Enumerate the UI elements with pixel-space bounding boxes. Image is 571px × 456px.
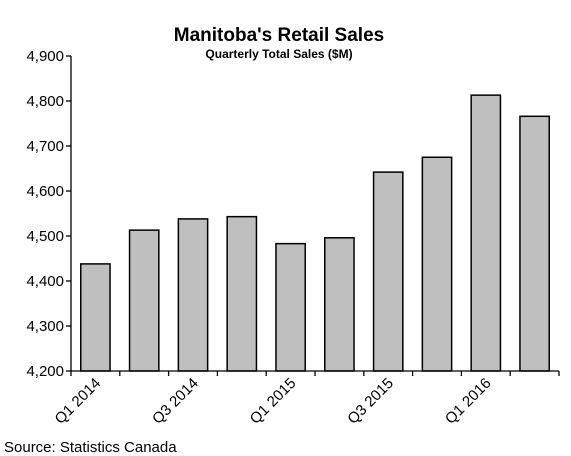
bar-q2-2016	[519, 115, 550, 372]
bar-q3-2015	[372, 171, 404, 372]
bar-q2-2015	[324, 237, 355, 372]
bar-q1-2014	[80, 263, 111, 372]
y-tick-label: 4,600	[26, 183, 64, 200]
y-axis: 4,200 4,300 4,400 4,500 4,600 4,700 4,800 4,900	[26, 48, 72, 380]
chart-title: Manitoba's Retail Sales	[174, 25, 384, 46]
x-axis: Q1 2014 Q3 2014 Q1 2015 Q3 2015 Q1 2016	[52, 370, 560, 428]
bar-q1-2016	[470, 94, 502, 372]
y-tick-label: 4,800	[26, 93, 64, 110]
y-tick-label: 4,300	[26, 318, 64, 335]
source-note: Source: Statistics Canada	[4, 439, 177, 456]
bar-q4-2014	[226, 215, 258, 372]
y-tick-label: 4,400	[26, 273, 64, 290]
chart-subtitle: Quarterly Total Sales ($M)	[205, 47, 352, 61]
bar-q4-2015	[421, 156, 453, 372]
bar-q3-2014	[177, 218, 209, 372]
x-tick-label: Q1 2015	[247, 375, 300, 428]
y-tick-label: 4,200	[26, 363, 64, 380]
bars-group	[80, 94, 550, 372]
y-tick-label: 4,500	[26, 228, 64, 245]
x-tick-label: Q3 2015	[344, 375, 397, 428]
bar-q1-2015	[275, 242, 306, 372]
y-tick-label: 4,900	[26, 48, 64, 65]
x-tick-label: Q1 2014	[52, 375, 105, 428]
x-tick-label: Q3 2014	[149, 375, 202, 428]
x-tick-label: Q1 2016	[442, 375, 495, 428]
bar-q2-2014	[128, 229, 160, 372]
y-tick-label: 4,700	[26, 138, 64, 155]
